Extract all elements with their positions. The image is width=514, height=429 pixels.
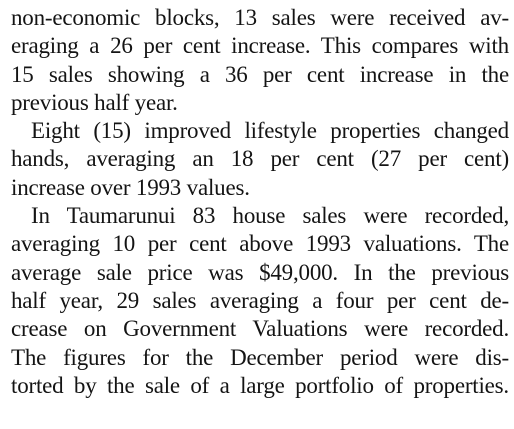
paragraph-2: Eight (15) improved lifestyle properties… bbox=[11, 117, 509, 202]
text-line: previous half year. bbox=[11, 89, 178, 115]
text-line: eraging a 26 per cent increase. This com… bbox=[11, 33, 509, 59]
paragraph-1: non-economic blocks, 13 sales were recei… bbox=[11, 4, 509, 117]
text-line: torted by the sale of a large portfolio … bbox=[11, 372, 509, 398]
text-line: non-economic blocks, 13 sales were recei… bbox=[11, 5, 509, 30]
text-line: Eight (15) improved lifestyle properties… bbox=[31, 118, 509, 144]
text-line: half year, 29 sales averaging a four per… bbox=[11, 287, 509, 313]
text-line: averaging 10 per cent above 1993 valuati… bbox=[11, 231, 509, 257]
text-line: The figures for the December period were… bbox=[11, 344, 509, 370]
article-text: non-economic blocks, 13 sales were recei… bbox=[11, 4, 509, 400]
text-line: increase over 1993 values. bbox=[11, 174, 250, 200]
paragraph-3: In Taumarunui 83 house sales were record… bbox=[11, 202, 509, 400]
text-line: crease on Government Valuations were rec… bbox=[11, 316, 509, 342]
text-line: average sale price was $49,000. In the p… bbox=[11, 259, 509, 285]
text-line: hands, averaging an 18 per cent (27 per … bbox=[11, 146, 509, 172]
text-line: In Taumarunui 83 house sales were record… bbox=[31, 203, 509, 229]
text-line: 15 sales showing a 36 per cent increase … bbox=[11, 61, 509, 87]
